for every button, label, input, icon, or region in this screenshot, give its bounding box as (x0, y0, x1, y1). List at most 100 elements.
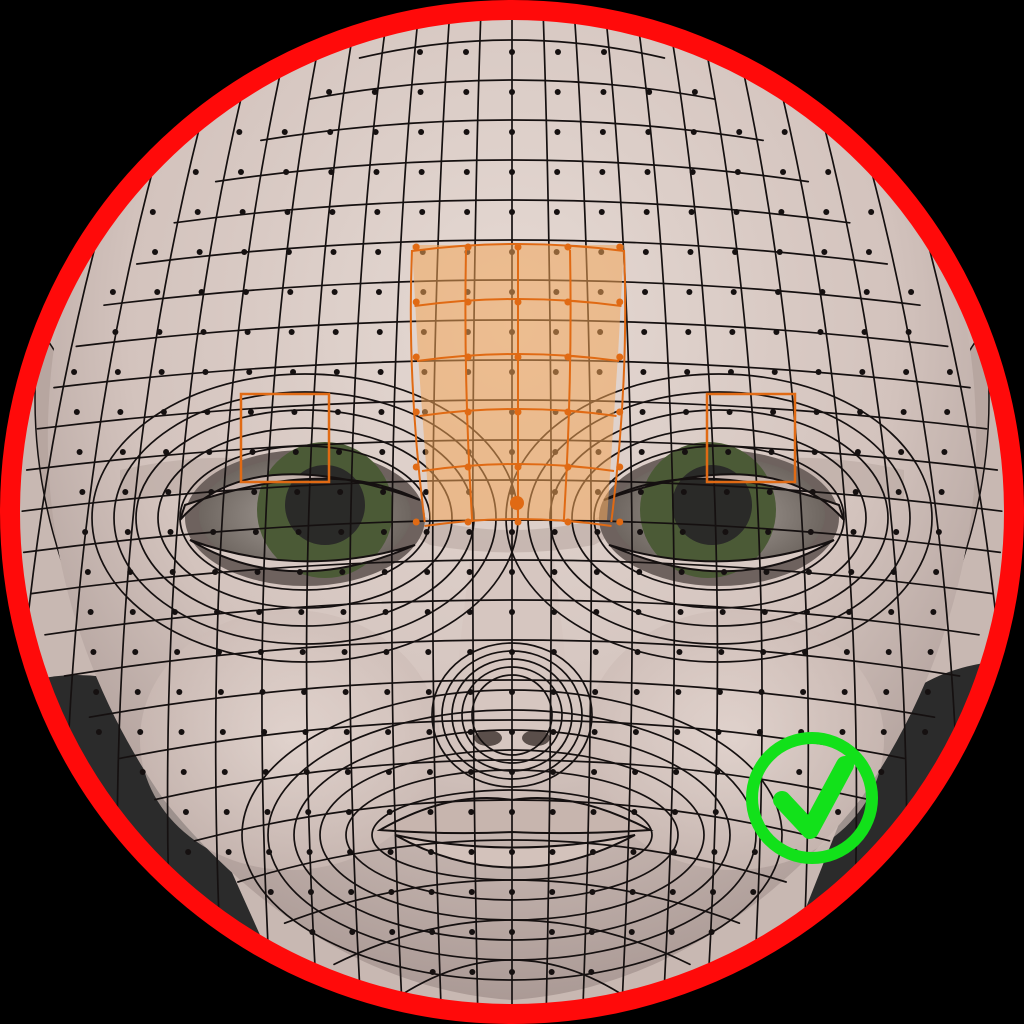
vertex (185, 849, 192, 855)
selected-vertex (412, 463, 420, 471)
vertex (509, 849, 515, 855)
vertex (467, 649, 474, 655)
vertex (637, 529, 644, 535)
vertex (668, 929, 675, 935)
vertex (719, 609, 726, 615)
right-nostril (522, 730, 550, 746)
vertex (114, 369, 121, 375)
vertex (821, 249, 828, 255)
nose-loop (471, 674, 553, 756)
vertex (684, 369, 691, 375)
vertex (630, 849, 637, 855)
vertex (152, 249, 159, 255)
vertex (638, 449, 645, 455)
selected-vertex (564, 518, 572, 526)
vertex (815, 369, 822, 375)
selected-vertex (564, 243, 572, 251)
vertex (674, 729, 681, 735)
vertex (385, 769, 392, 775)
vertex (425, 689, 432, 695)
vertex (332, 329, 339, 335)
vertex (180, 769, 187, 775)
vertex (712, 809, 719, 815)
vertex (766, 489, 773, 495)
vertex (328, 169, 335, 175)
vertex (796, 769, 803, 775)
vertex (249, 449, 256, 455)
vertex (509, 649, 515, 655)
vertex (429, 929, 436, 935)
vertex (868, 209, 875, 215)
vertex (264, 809, 271, 815)
vertex (809, 489, 816, 495)
vertex (468, 849, 475, 855)
wire-column (721, 18, 810, 1006)
vertex (725, 449, 732, 455)
vertex (761, 609, 768, 615)
vertex (893, 529, 900, 535)
vertex (93, 689, 100, 695)
vertex (927, 649, 934, 655)
vertex (387, 849, 394, 855)
vertex (628, 929, 635, 935)
vertex (283, 169, 290, 175)
vertex (386, 809, 393, 815)
wire-column (166, 18, 273, 1006)
selected-vertex (616, 463, 624, 471)
vertex (381, 569, 388, 575)
vertex (375, 249, 382, 255)
selected-vertex (412, 353, 420, 361)
vertex (550, 729, 557, 735)
selected-vertex (464, 243, 472, 251)
vertex (307, 889, 314, 895)
selected-vertex (464, 463, 472, 471)
vertex (165, 489, 172, 495)
vertex (633, 689, 640, 695)
vertex (341, 649, 348, 655)
vertex (776, 249, 783, 255)
vertex (846, 609, 853, 615)
selected-vertex (464, 408, 472, 416)
vertex (588, 969, 595, 975)
vertex (149, 209, 156, 215)
selected-vertex (464, 518, 472, 526)
vertex (800, 689, 807, 695)
vertex (641, 329, 648, 335)
vertex (750, 889, 757, 895)
vertex (675, 689, 682, 695)
vertex (469, 929, 476, 935)
vertex (294, 489, 301, 495)
vertex (554, 129, 561, 135)
vertex (262, 769, 269, 775)
vertex (426, 729, 433, 735)
vertex (134, 689, 141, 695)
vertex (683, 409, 690, 415)
vertex (117, 409, 124, 415)
checkmark-circle-icon (746, 732, 878, 864)
vertex (551, 609, 558, 615)
vertex (424, 569, 431, 575)
vertex (589, 849, 596, 855)
vertex (347, 849, 354, 855)
vertex (933, 569, 940, 575)
vertex (711, 849, 718, 855)
vertex (171, 609, 178, 615)
square-marker-right[interactable] (705, 392, 797, 484)
vertex (382, 609, 389, 615)
vertex (726, 409, 733, 415)
vertex (82, 529, 89, 535)
vertex (329, 209, 336, 215)
selected-forehead-region[interactable] (409, 243, 627, 527)
vertex (714, 769, 721, 775)
vertex (296, 569, 303, 575)
vertex (132, 649, 139, 655)
vertex (468, 809, 475, 815)
vertex (600, 89, 607, 95)
vertex (210, 529, 217, 535)
vertex (377, 369, 384, 375)
vertex (941, 449, 948, 455)
vertex (825, 169, 832, 175)
square-marker-left[interactable] (239, 392, 331, 484)
vertex (95, 729, 102, 735)
